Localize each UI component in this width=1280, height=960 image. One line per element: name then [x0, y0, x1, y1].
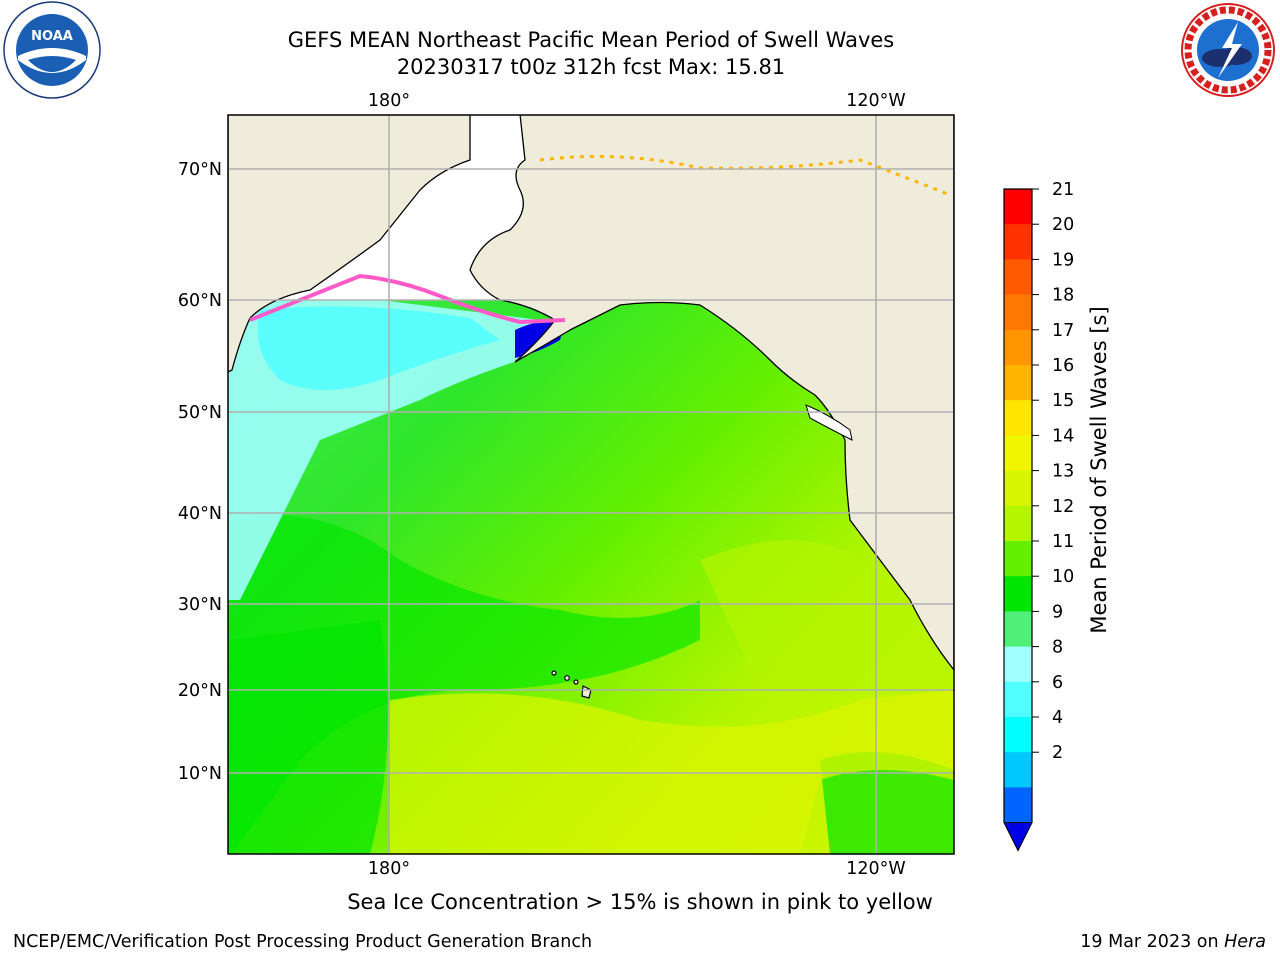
colorbar-tick-label: 13: [1052, 462, 1074, 482]
nws-logo-icon: [1181, 3, 1275, 97]
colorbar-segment: [1004, 470, 1032, 507]
sea-ice-note: Sea Ice Concentration > 15% is shown in …: [347, 890, 933, 914]
lat-label-30n: 30°N: [178, 595, 222, 615]
colorbar-tick-label: 21: [1052, 180, 1074, 200]
colorbar-tick-label: 9: [1052, 602, 1063, 622]
footer-host: Hera: [1224, 932, 1266, 952]
colorbar-segment: [1004, 259, 1032, 296]
noaa-logo-icon: NOAA: [3, 1, 101, 99]
lat-label-50n: 50°N: [178, 403, 222, 423]
map-gridlines: [228, 115, 954, 854]
lat-label-20n: 20°N: [178, 681, 222, 701]
colorbar-ticks: 21 20 19 18 17 16 15 14 13 12 11 10 9 8 6 4 2: [1032, 180, 1074, 763]
colorbar-tick-label: 4: [1052, 708, 1063, 728]
colorbar-tick-label: 19: [1052, 250, 1074, 270]
chart-subtitle: 20230317 t00z 312h fcst Max: 15.81: [396, 55, 786, 79]
period-10-11-band: [228, 515, 700, 854]
lon-label-bottom-180: 180°: [368, 859, 410, 879]
lat-label-70n: 70°N: [178, 160, 222, 180]
hawaiian-islands: [551, 670, 592, 699]
colorbar-segment: [1004, 576, 1032, 612]
colorbar-tick-label: 18: [1052, 286, 1074, 306]
lon-label-top-120w: 120°W: [846, 91, 905, 111]
colorbar-tick-label: 15: [1052, 391, 1074, 411]
land-asia: [228, 115, 471, 373]
colorbar-segment: [1004, 646, 1032, 683]
colorbar-segment: [1004, 541, 1032, 577]
colorbar-tick-label: 2: [1052, 743, 1063, 763]
colorbar-segment: [1004, 435, 1032, 472]
colorbar-tick-label: 6: [1052, 673, 1063, 693]
colorbar-segment: [1004, 752, 1032, 788]
colorbar-under-arrow: [1003, 822, 1033, 852]
colorbar-segment: [1004, 294, 1032, 331]
colorbar-tick-label: 17: [1052, 321, 1074, 341]
colorbar-segment: [1004, 717, 1032, 753]
lat-label-10n: 10°N: [178, 764, 222, 784]
footer-source: NCEP/EMC/Verification Post Processing Pr…: [13, 932, 593, 952]
colorbar: [1003, 188, 1033, 852]
colorbar-segment: [1004, 329, 1032, 366]
lat-label-40n: 40°N: [178, 504, 222, 524]
lat-label-60n: 60°N: [178, 291, 222, 311]
svg-text:NOAA: NOAA: [31, 29, 73, 44]
colorbar-tick-label: 16: [1052, 356, 1074, 376]
map-area: [228, 115, 954, 854]
colorbar-tick-label: 10: [1052, 567, 1074, 587]
land-north-america: [469, 115, 954, 672]
colorbar-segment: [1004, 611, 1032, 648]
period-13-14-region: [390, 690, 954, 854]
colorbar-tick-label: 14: [1052, 426, 1074, 446]
colorbar-segment: [1004, 505, 1032, 542]
colorbar-segment: [1004, 400, 1032, 436]
lon-label-top-180: 180°: [368, 91, 410, 111]
colorbar-label: Mean Period of Swell Waves [s]: [1087, 306, 1111, 633]
lon-label-bottom-120w: 120°W: [846, 859, 905, 879]
colorbar-segment: [1004, 365, 1032, 401]
footer-date-text: 19 Mar 2023 on: [1080, 932, 1225, 952]
colorbar-tick-label: 12: [1052, 497, 1074, 517]
colorbar-segment: [1004, 224, 1032, 260]
chart-title: GEFS MEAN Northeast Pacific Mean Period …: [287, 28, 895, 52]
colorbar-tick-label: 20: [1052, 215, 1074, 235]
footer-date: 19 Mar 2023 on Hera: [1080, 932, 1266, 952]
colorbar-tick-label: 8: [1052, 638, 1063, 658]
colorbar-segment: [1004, 189, 1032, 225]
colorbar-segment: [1004, 681, 1032, 718]
colorbar-segment: [1004, 787, 1032, 824]
colorbar-tick-label: 11: [1052, 532, 1074, 552]
land-masses: [228, 115, 954, 672]
map-frame: [227, 114, 955, 855]
